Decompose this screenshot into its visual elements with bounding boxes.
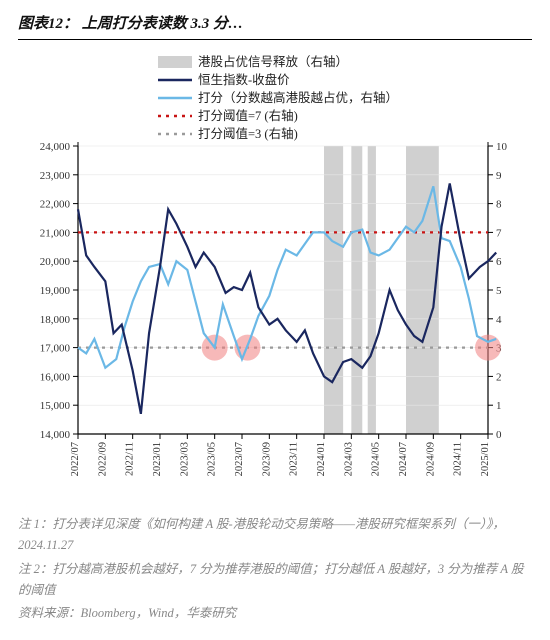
yleft-tick-label: 23,000 — [40, 170, 71, 182]
yleft-tick-label: 14,000 — [40, 429, 71, 441]
figure-container: 图表12： 上周打分表读数 3.3 分… 14,00015,00016,0001… — [0, 0, 550, 640]
x-tick-label: 2023/09 — [261, 442, 272, 476]
yright-tick-label: 8 — [496, 199, 502, 211]
x-tick-label: 2023/05 — [207, 442, 218, 476]
footnote-source: 资料来源：Bloomberg，Wind，华泰研究 — [18, 603, 532, 624]
yleft-tick-label: 24,000 — [40, 141, 71, 153]
yleft-tick-label: 19,000 — [40, 285, 71, 297]
yright-tick-label: 7 — [496, 227, 502, 239]
legend-hsi: 恒生指数-收盘价 — [198, 72, 290, 87]
chart-svg: 14,000 15,000 16,000 17,000 18,000 19,000 20,0… — [18, 46, 532, 504]
footnote-2: 注 2：打分越高港股机会越好，7 分为推荐港股的阈值；打分越低 A 股越好，3 … — [18, 559, 532, 602]
x-tick-label: 2024/05 — [371, 442, 382, 476]
footnotes: 注 1：打分表详见深度《如何构建 A 股-港股轮动交易策略——港股研究框架系列（… — [18, 514, 532, 624]
yright-tick-label: 6 — [496, 256, 502, 268]
yleft-tick-label: 18,000 — [40, 314, 71, 326]
yright-tick-label: 4 — [496, 314, 502, 326]
x-tick-label: 2023/07 — [234, 442, 245, 476]
yright-tick-label: 0 — [496, 429, 502, 441]
yright-tick-label: 2 — [496, 371, 502, 383]
legend-thr-hi: 打分阈值=7 (右轴) — [198, 108, 298, 123]
x-tick-label: 2022/09 — [97, 442, 108, 476]
legend-band: 港股占优信号释放（右轴） — [198, 54, 348, 69]
yleft-tick-label: 17,000 — [40, 343, 71, 355]
yright-tick-label: 10 — [496, 141, 508, 153]
figure-title: 图表12： 上周打分表读数 3.3 分… — [18, 12, 532, 40]
x-tick-label: 2024/11 — [453, 442, 464, 476]
x-tick-label: 2022/11 — [125, 442, 136, 476]
yleft-tick-label: 21,000 — [40, 227, 71, 239]
yright-tick-label: 5 — [496, 285, 502, 297]
yleft-tick-label: 16,000 — [40, 371, 71, 383]
x-tick-label: 2023/11 — [289, 442, 300, 476]
x-tick-label: 2024/09 — [425, 442, 436, 476]
x-tick-label: 2024/03 — [343, 442, 354, 476]
x-tick-label: 2023/01 — [152, 442, 163, 476]
legend-thr-lo: 打分阈值=3 (右轴) — [198, 126, 298, 141]
x-tick-label: 2023/03 — [179, 442, 190, 476]
x-tick-label: 2025/01 — [480, 442, 491, 476]
highlight-marker — [475, 335, 501, 361]
legend-score: 打分（分数越高港股越占优，右轴） — [198, 90, 398, 105]
x-tick-label: 2024/07 — [398, 442, 409, 476]
x-tick-label: 2022/07 — [70, 442, 81, 476]
yleft-tick-label: 20,000 — [40, 256, 71, 268]
footnote-1: 注 1：打分表详见深度《如何构建 A 股-港股轮动交易策略——港股研究框架系列（… — [18, 514, 532, 557]
yright-tick-label: 9 — [496, 170, 502, 182]
yleft-tick-label: 22,000 — [40, 199, 71, 211]
x-tick-label: 2024/01 — [316, 442, 327, 476]
yright-tick-label: 1 — [496, 400, 502, 412]
yleft-tick-label: 15,000 — [40, 400, 71, 412]
